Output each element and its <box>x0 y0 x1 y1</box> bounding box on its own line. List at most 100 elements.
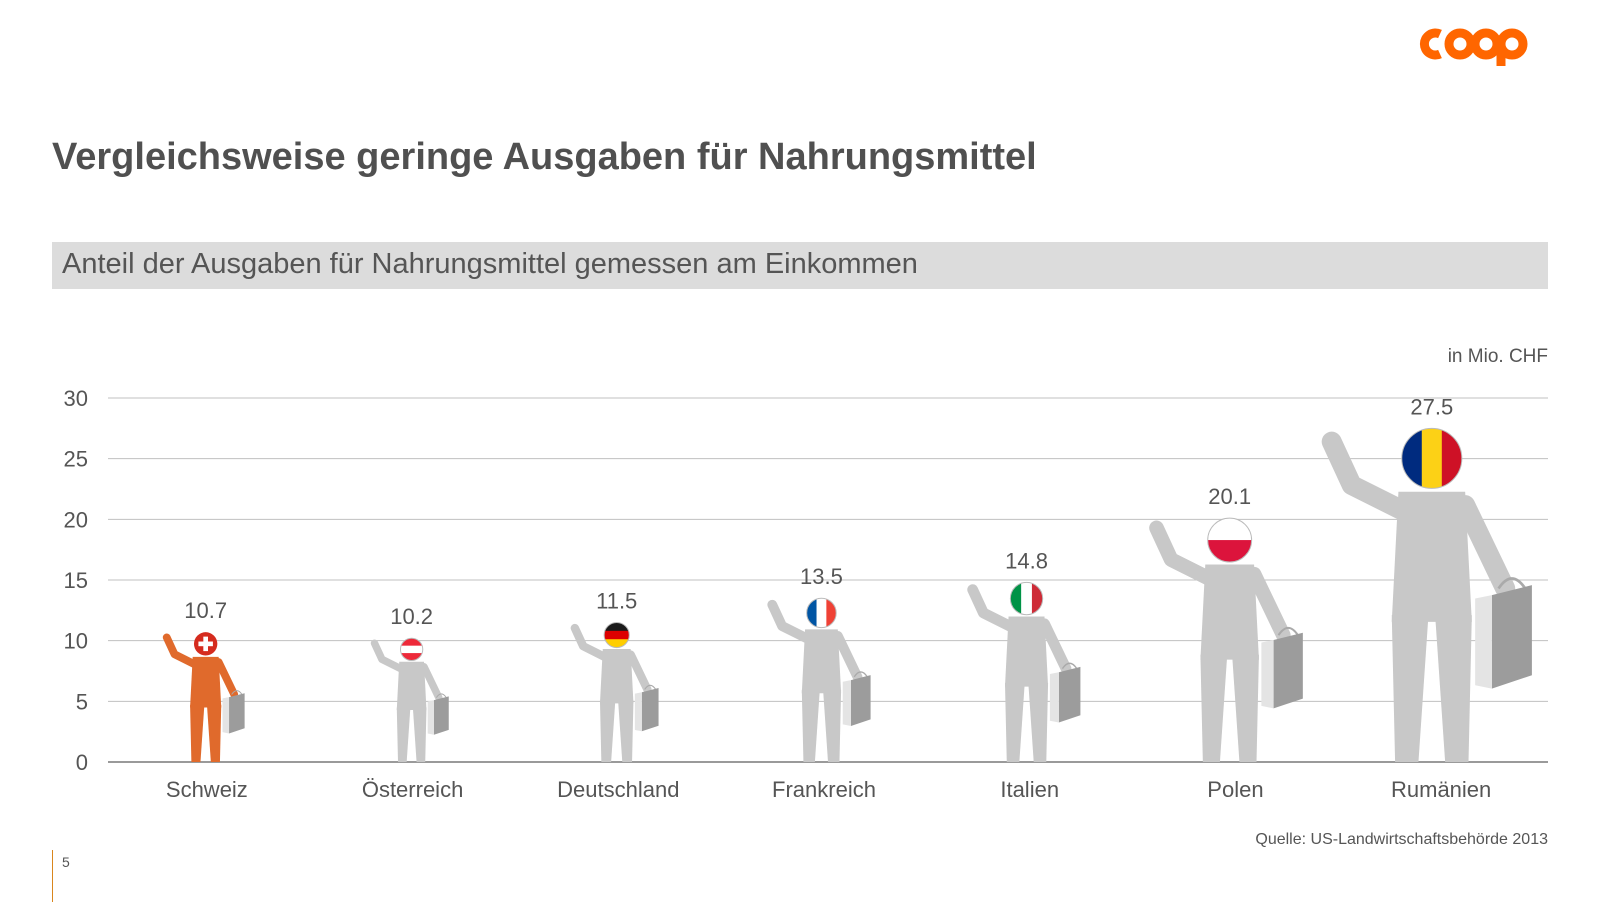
figure-leg <box>1028 682 1049 762</box>
figure-arm <box>162 633 200 669</box>
shopping-bag <box>1058 666 1081 723</box>
bag-handle <box>853 671 868 678</box>
figure-arm <box>626 650 652 694</box>
bag-handle <box>1277 626 1299 636</box>
figure-torso <box>190 656 222 708</box>
x-tick-label: Frankreich <box>772 777 876 802</box>
figure-leg <box>1200 654 1228 762</box>
flag-germany-icon <box>603 621 630 649</box>
figure-leg <box>1391 615 1429 762</box>
figure-arm <box>1039 618 1072 675</box>
y-tick-label: 30 <box>64 386 88 411</box>
figure-leg <box>206 704 222 762</box>
y-tick-label: 5 <box>76 689 88 714</box>
figure-arm <box>1321 431 1416 522</box>
figure-arm <box>767 599 814 645</box>
person-figure <box>767 597 871 762</box>
data-label: 14.8 <box>1005 548 1048 573</box>
chart-subtitle: Anteil der Ausgaben für Nahrungsmittel g… <box>62 248 918 280</box>
figure-leg <box>618 700 634 762</box>
x-tick-label: Deutschland <box>557 777 679 802</box>
data-label: 10.7 <box>184 598 227 623</box>
bag-handle <box>644 684 657 690</box>
figure-arm <box>214 658 239 699</box>
shopping-bag <box>229 693 245 734</box>
x-tick-label: Österreich <box>362 777 463 802</box>
data-label: 27.5 <box>1410 394 1453 419</box>
shopping-bag-side <box>634 692 642 732</box>
figure-torso <box>1391 491 1472 622</box>
figure-leg <box>1232 654 1259 762</box>
shopping-bag-side <box>1049 672 1059 723</box>
figure-torso <box>396 661 427 711</box>
bag-handle <box>1497 577 1527 590</box>
figure-arm <box>967 584 1018 633</box>
shopping-bag <box>433 696 449 735</box>
y-tick-label: 25 <box>64 447 88 472</box>
figure-torso <box>1004 616 1049 687</box>
flag-switzerland-icon <box>193 632 218 656</box>
unit-label: in Mio. CHF <box>1447 346 1548 367</box>
figure-torso <box>599 648 634 704</box>
coop-logo <box>1419 28 1528 66</box>
shopping-bag <box>1273 632 1303 709</box>
figure-leg <box>190 704 205 762</box>
figure-arm <box>1246 566 1291 643</box>
flag-austria-icon <box>399 637 424 662</box>
shopping-bag-side <box>1475 595 1492 689</box>
page-accent-line <box>52 850 53 902</box>
flag-poland-icon <box>1207 517 1253 563</box>
page-number: 5 <box>62 854 70 870</box>
bag-handle <box>435 693 447 698</box>
source-note: Quelle: US-Landwirtschaftsbehörde 2013 <box>1255 831 1548 848</box>
person-figure <box>162 632 245 762</box>
x-tick-label: Italien <box>1000 777 1059 802</box>
figure-leg <box>599 700 616 762</box>
shopping-bag-side <box>427 700 434 735</box>
shopping-bag <box>1491 585 1532 689</box>
y-tick-label: 0 <box>76 750 88 775</box>
person-figure <box>967 581 1081 762</box>
shopping-bag-side <box>1261 640 1274 709</box>
figure-leg <box>801 689 820 762</box>
person-figure <box>570 621 659 762</box>
bag-handle <box>1061 662 1078 670</box>
figure-arm <box>570 623 610 662</box>
x-tick-label: Schweiz <box>166 777 248 802</box>
y-tick-label: 15 <box>64 568 88 593</box>
figure-arm <box>1455 495 1516 599</box>
shopping-bag-side <box>222 697 230 734</box>
figure-leg <box>412 707 427 762</box>
figure-arm <box>832 630 863 682</box>
data-label: 13.5 <box>800 564 843 589</box>
shopping-bag-side <box>842 680 851 726</box>
bag-handle <box>231 690 243 695</box>
person-figure <box>370 637 449 762</box>
figure-arm <box>1149 520 1218 587</box>
person-figure <box>1149 517 1303 762</box>
flag-france-icon <box>806 597 837 629</box>
figure-arm <box>370 639 406 673</box>
page-title: Vergleichsweise geringe Ausgaben für Nah… <box>52 136 1037 178</box>
figure-leg <box>823 689 842 762</box>
flag-romania-icon <box>1401 427 1463 489</box>
data-label: 10.2 <box>390 604 433 629</box>
x-tick-label: Rumänien <box>1391 777 1491 802</box>
subtitle-bar: Anteil der Ausgaben für Nahrungsmittel g… <box>52 242 1548 289</box>
figure-leg <box>396 707 411 762</box>
figure-torso <box>1200 564 1259 660</box>
figure-leg <box>1004 682 1025 762</box>
person-figure <box>1321 427 1532 762</box>
figure-arm <box>420 662 443 702</box>
data-label: 20.1 <box>1208 484 1251 509</box>
y-tick-label: 20 <box>64 507 88 532</box>
data-label: 11.5 <box>596 588 637 613</box>
flag-italy-icon <box>1009 581 1044 616</box>
y-tick-label: 10 <box>64 629 88 654</box>
shopping-bag <box>641 688 659 732</box>
figure-leg <box>1435 615 1472 762</box>
figure-torso <box>801 629 842 694</box>
x-tick-label: Polen <box>1207 777 1263 802</box>
shopping-bag <box>850 675 871 726</box>
